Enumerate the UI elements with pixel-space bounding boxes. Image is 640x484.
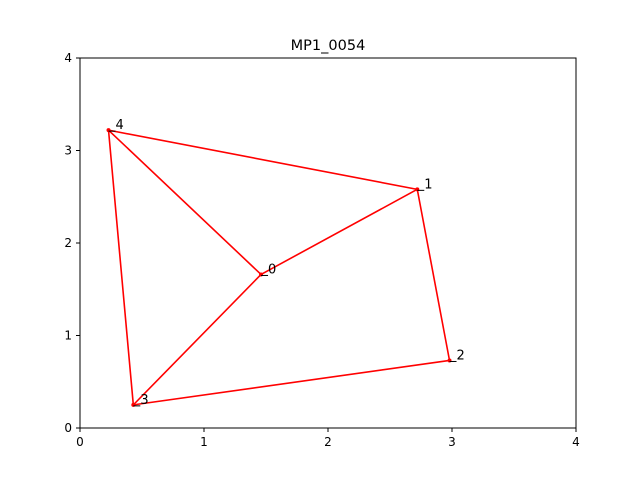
y-tick-label-3: 3 (64, 144, 72, 158)
node-label-1: 1 (424, 177, 432, 192)
edge-0-3 (132, 273, 262, 406)
node-label-3: 3 (140, 393, 148, 408)
x-tick-label-1: 1 (200, 435, 208, 449)
y-tick-label-4: 4 (64, 51, 72, 65)
edge-4-1 (107, 129, 419, 191)
x-tick-label-4: 4 (572, 435, 580, 449)
node-label-0: 0 (268, 262, 276, 277)
edge-2-3 (132, 359, 451, 406)
edge-0-1 (260, 188, 419, 276)
x-tick-label-3: 3 (448, 435, 456, 449)
edge-0-4 (107, 129, 262, 276)
edges-layer (107, 129, 451, 406)
plot-frame (79, 57, 577, 429)
y-tick-label-0: 0 (64, 421, 72, 435)
x-tick-label-0: 0 (76, 435, 84, 449)
x-tick-label-2: 2 (324, 435, 332, 449)
edge-1-2 (416, 188, 451, 362)
y-tick-label-1: 1 (64, 329, 72, 343)
node-label-2: 2 (457, 348, 465, 363)
y-tick-label-2: 2 (64, 236, 72, 250)
nodes-layer: 0 1 2 3 4 (106, 118, 465, 408)
axes-layer: 0 1 2 3 4 0 1 2 3 4 (64, 51, 579, 449)
edge-3-4 (107, 129, 135, 406)
chart-title: MP1_0054 (291, 38, 366, 54)
node-label-4: 4 (116, 118, 124, 133)
